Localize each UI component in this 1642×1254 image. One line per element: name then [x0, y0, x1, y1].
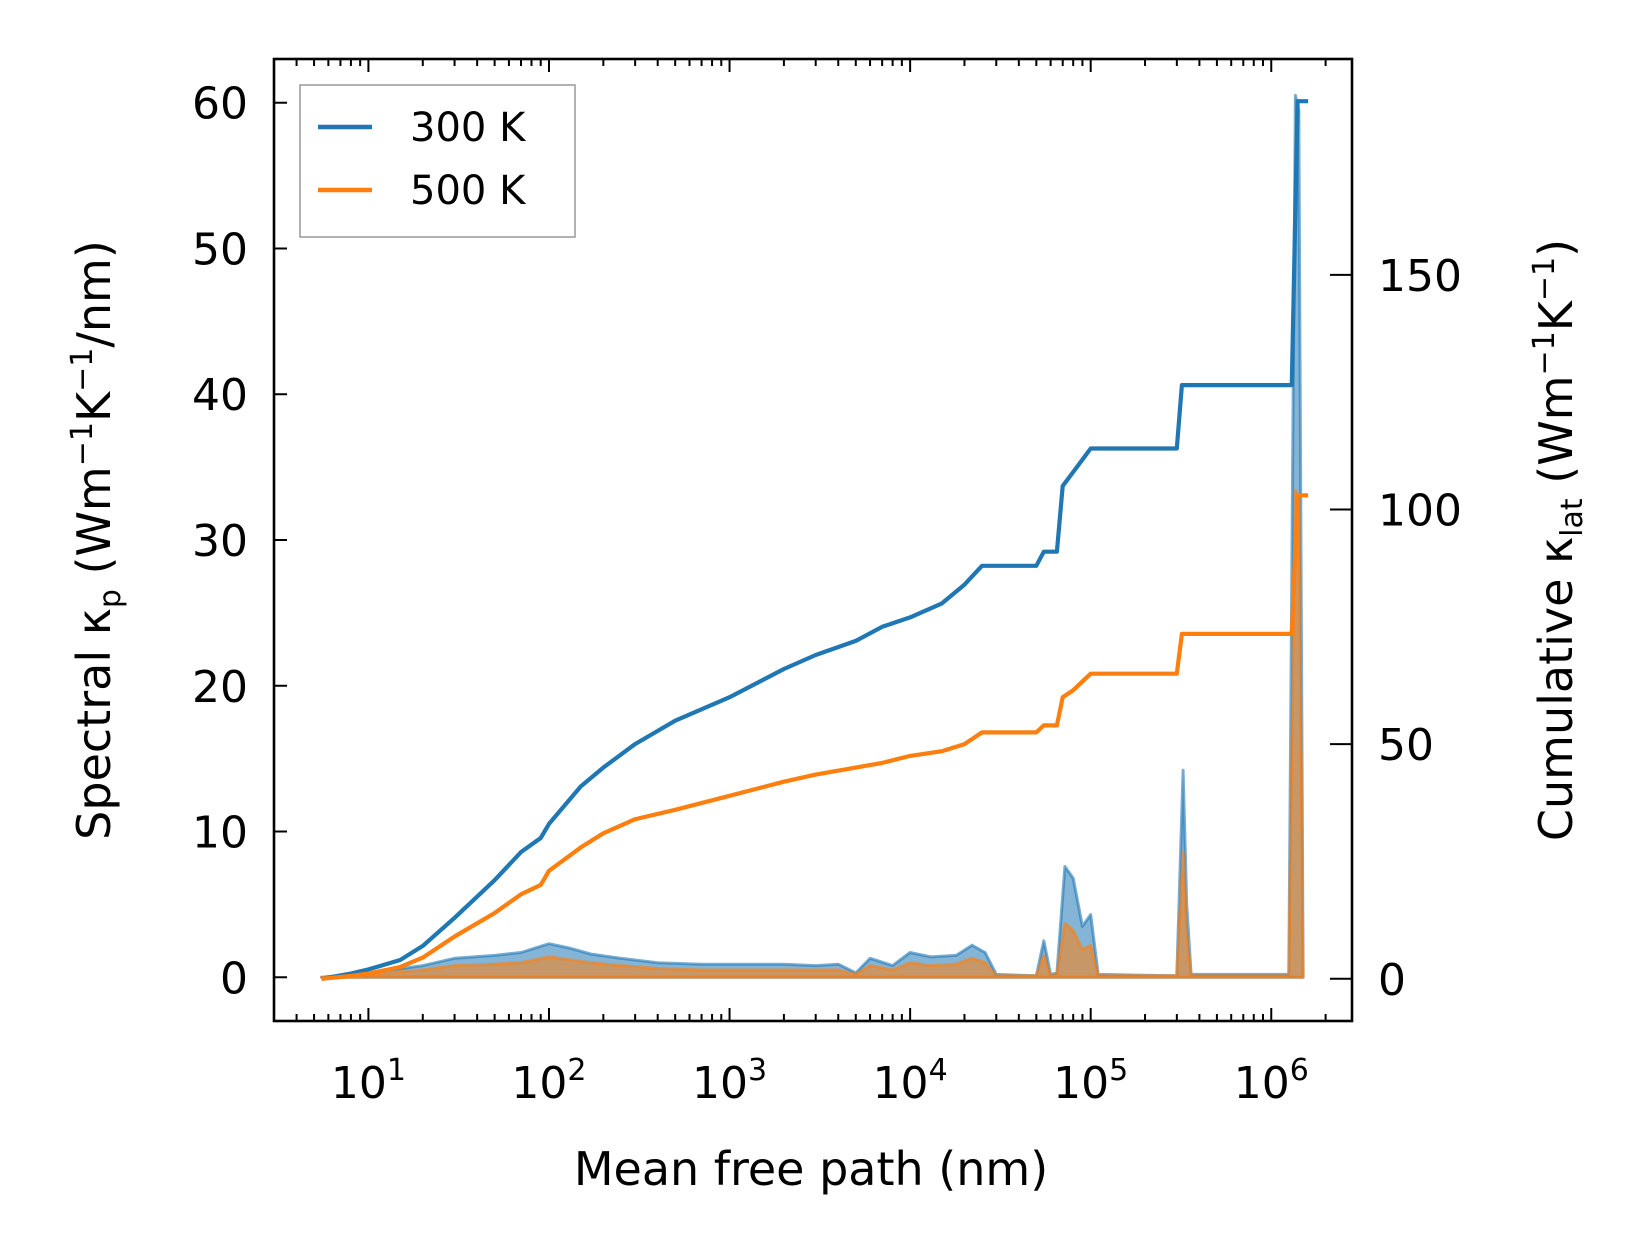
y-right-axis-title: Cumulative κlat (Wm−1K−1): [1527, 239, 1590, 841]
x-tick-label: 106: [1234, 1053, 1309, 1109]
legend-label-500k: 500 K: [410, 168, 527, 214]
x-tick-label: 103: [692, 1053, 767, 1109]
y-left-tick-label: 10: [192, 808, 248, 859]
series-300-k-spectral-area: [320, 93, 1305, 979]
legend: 300 K 500 K: [299, 84, 576, 238]
y-left-axis-ticks: 0 10 20 30 40 50 60: [192, 79, 287, 1004]
y-left-tick-label: 50: [192, 224, 248, 275]
x-tick-label: 104: [873, 1053, 948, 1109]
x-tick-label: 105: [1053, 1053, 1128, 1109]
y-right-tick-label: 0: [1378, 955, 1406, 1006]
y-right-axis-ticks: 0 50 100 150: [1330, 251, 1462, 1006]
y-left-tick-label: 60: [192, 79, 248, 130]
y-left-tick-label: 30: [192, 516, 248, 567]
cumulative-layer: [321, 99, 1309, 981]
x-tick-label: 101: [331, 1053, 406, 1109]
x-tick-label: 102: [511, 1053, 586, 1109]
x-axis-title: Mean free path (nm): [574, 1142, 1048, 1196]
series-300-k-line: [321, 99, 1309, 981]
legend-box: [299, 84, 576, 238]
x-axis-ticks: 101 102 103 104 105 106: [273, 59, 1327, 1109]
legend-label-300k: 300 K: [410, 105, 527, 151]
spectral-layer: [320, 93, 1305, 979]
y-left-axis-title: Spectral κp (Wm−1K−1/nm): [65, 240, 128, 840]
y-left-tick-label: 40: [192, 370, 248, 421]
y-right-tick-label: 150: [1378, 251, 1462, 302]
series-500-k-line: [321, 493, 1309, 981]
series-500-k-spectral-area: [320, 488, 1305, 979]
y-right-tick-label: 50: [1378, 720, 1434, 771]
y-left-tick-label: 20: [192, 662, 248, 713]
y-right-tick-label: 100: [1378, 485, 1462, 536]
y-left-tick-label: 0: [220, 953, 248, 1004]
